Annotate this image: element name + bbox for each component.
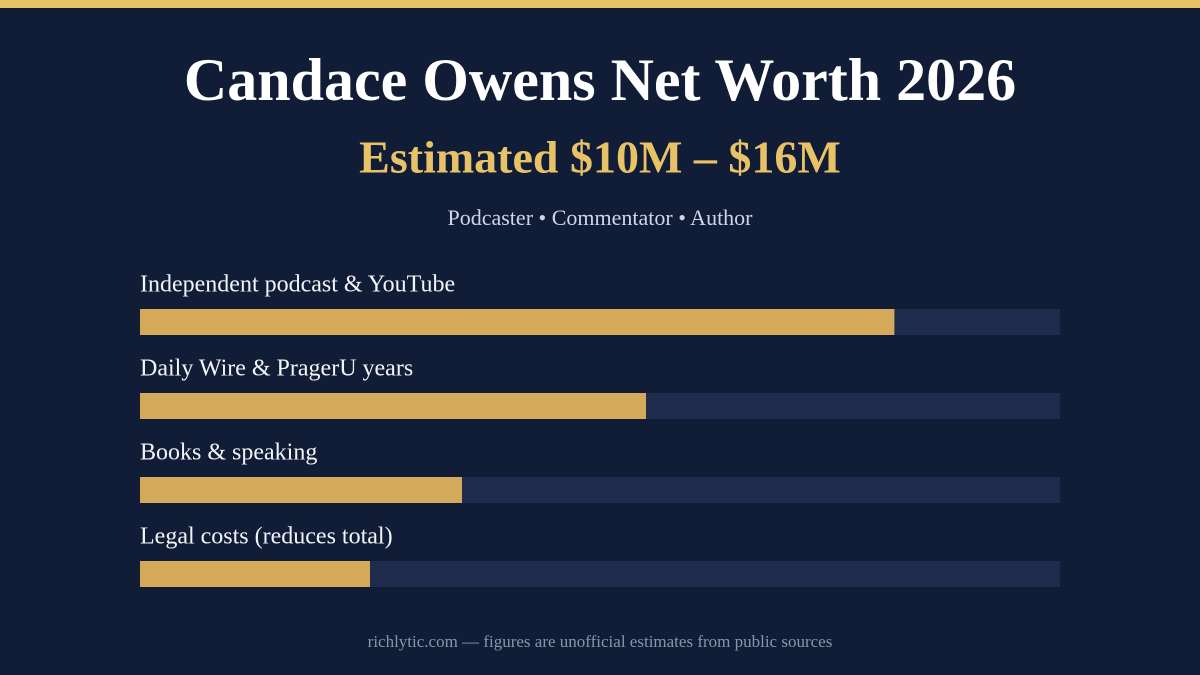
bar — [140, 309, 895, 335]
bar-label: Independent podcast & YouTube — [140, 272, 455, 298]
bar — [140, 561, 370, 587]
bar — [140, 477, 462, 503]
chart-title: Candace Owens Net Worth 2026 — [184, 47, 1016, 113]
bar-label: Legal costs (reduces total) — [140, 524, 393, 550]
bar — [140, 393, 646, 419]
footer: richlytic.com — figures are unofficial e… — [368, 632, 833, 651]
bar-label: Daily Wire & PragerU years — [140, 356, 413, 382]
bar-label: Books & speaking — [140, 440, 317, 466]
tagline: Podcaster • Commentator • Author — [447, 205, 753, 230]
subtitle: Estimated $10M – $16M — [359, 132, 841, 183]
top-accent — [0, 0, 1200, 8]
